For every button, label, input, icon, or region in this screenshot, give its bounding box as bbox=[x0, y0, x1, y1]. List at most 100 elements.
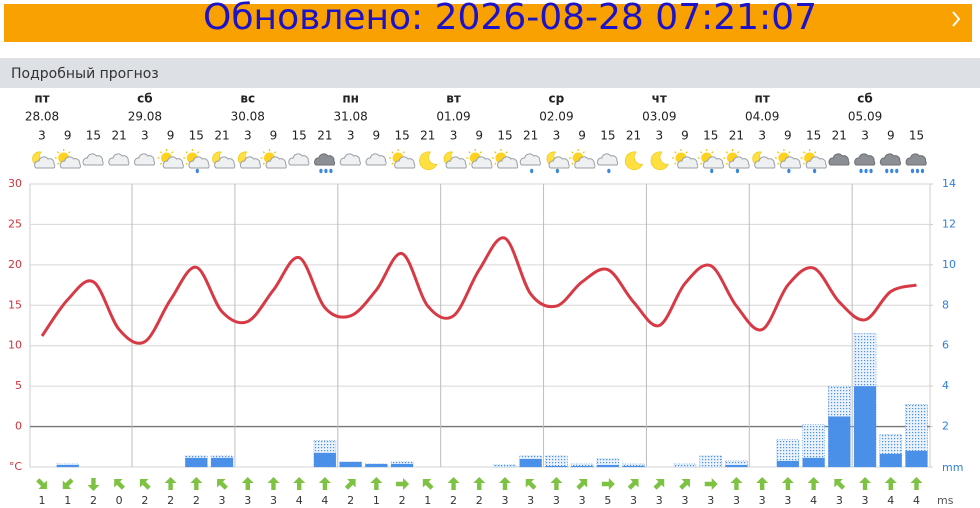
rain-drop bbox=[910, 168, 915, 174]
cloud bbox=[108, 153, 130, 166]
weather-icon bbox=[905, 153, 927, 174]
hour-label: 21 bbox=[214, 129, 229, 143]
sun-ray bbox=[699, 162, 703, 165]
hour-label: 21 bbox=[523, 129, 538, 143]
y2-tick-label: 10 bbox=[942, 258, 956, 271]
weather-icon bbox=[569, 149, 596, 169]
wind-speed: 3 bbox=[553, 494, 560, 507]
day-date: 05.09 bbox=[848, 110, 882, 124]
wind-unit: ms bbox=[937, 494, 954, 507]
weather-icon bbox=[183, 149, 210, 174]
banner-chevron[interactable] bbox=[952, 11, 961, 27]
weather-icon bbox=[597, 153, 619, 174]
day-date: 03.09 bbox=[642, 110, 676, 124]
sun-ray bbox=[68, 151, 71, 154]
sun-ray bbox=[171, 151, 174, 154]
sun-ray bbox=[777, 151, 780, 154]
cloud bbox=[854, 153, 876, 166]
section-header bbox=[0, 58, 980, 88]
weather-icon bbox=[519, 153, 541, 174]
wind-speed: 4 bbox=[810, 494, 817, 507]
hour-label: 3 bbox=[244, 129, 252, 143]
weather-icon bbox=[650, 151, 669, 171]
wind-speed: 1 bbox=[39, 494, 46, 507]
sun-ray bbox=[262, 151, 265, 154]
hour-label: 21 bbox=[420, 129, 435, 143]
y2-tick-label: 12 bbox=[942, 217, 956, 230]
cloud bbox=[471, 156, 493, 169]
cloud bbox=[394, 156, 416, 169]
weather-icon bbox=[546, 151, 570, 174]
wind-arrow bbox=[62, 478, 74, 489]
sun-ray bbox=[159, 162, 163, 165]
rain-drop bbox=[890, 168, 894, 174]
sun-ray bbox=[196, 151, 200, 154]
wind-speed: 2 bbox=[476, 494, 483, 507]
weather-icon bbox=[879, 153, 902, 174]
hour-label: 15 bbox=[394, 129, 409, 143]
rain-drop bbox=[895, 168, 899, 174]
rain-drop bbox=[530, 168, 534, 174]
moon bbox=[650, 151, 669, 171]
wind-arrow bbox=[241, 477, 254, 490]
hour-label: 3 bbox=[655, 129, 663, 143]
sun-ray bbox=[391, 151, 394, 154]
hour-label: 15 bbox=[703, 129, 718, 143]
weather-icon bbox=[389, 149, 416, 169]
wind-speed: 2 bbox=[450, 494, 457, 507]
wind-arrow bbox=[87, 478, 100, 491]
sun-ray bbox=[674, 151, 677, 154]
weather-icon bbox=[212, 151, 236, 169]
wind-speed: 1 bbox=[424, 494, 431, 507]
precip-bar bbox=[56, 464, 79, 467]
weather-icon bbox=[774, 149, 802, 174]
y-tick-label: 15 bbox=[8, 298, 22, 311]
wind-arrow bbox=[190, 477, 203, 490]
cloud bbox=[288, 153, 310, 166]
cloud bbox=[134, 153, 156, 166]
update-banner bbox=[4, 4, 972, 42]
wind-speed: 3 bbox=[707, 494, 714, 507]
hour-label: 21 bbox=[112, 129, 127, 143]
wind-speed: 2 bbox=[399, 494, 406, 507]
wind-arrow bbox=[139, 479, 151, 490]
weather-icon bbox=[108, 153, 130, 166]
day-date: 02.09 bbox=[539, 110, 573, 124]
day-date: 31.08 bbox=[333, 110, 367, 124]
hour-label: 15 bbox=[292, 129, 307, 143]
weather-icon bbox=[800, 149, 827, 174]
weather-icon bbox=[443, 151, 467, 169]
sun-ray bbox=[802, 162, 806, 165]
rain-drop bbox=[710, 168, 714, 174]
hour-label: 21 bbox=[626, 129, 641, 143]
rain-drop bbox=[787, 168, 791, 174]
wind-speed: 3 bbox=[244, 494, 251, 507]
wind-speed: 3 bbox=[219, 494, 226, 507]
precip-max-bar bbox=[545, 455, 568, 468]
hour-label: 15 bbox=[600, 129, 615, 143]
moon bbox=[624, 151, 644, 171]
rain-drop bbox=[319, 168, 323, 174]
sun-ray bbox=[814, 151, 817, 154]
weather-icon bbox=[854, 153, 876, 174]
sun-ray bbox=[582, 151, 585, 154]
cloud bbox=[702, 156, 724, 169]
cloud bbox=[214, 156, 236, 169]
weather-icon bbox=[260, 149, 287, 169]
cloud bbox=[728, 156, 750, 169]
precip-bar bbox=[211, 457, 234, 467]
rain-drop bbox=[885, 168, 889, 174]
y2-tick-label: 6 bbox=[942, 339, 949, 352]
weather-icon bbox=[339, 153, 361, 166]
wind-speed: 0 bbox=[116, 494, 123, 507]
day-name: ср bbox=[549, 92, 565, 106]
precip-bar bbox=[725, 464, 748, 467]
sun-ray bbox=[725, 162, 728, 165]
weather-icon bbox=[672, 149, 699, 169]
wind-arrow bbox=[164, 477, 177, 490]
rain-drop bbox=[735, 168, 740, 174]
wind-speed: 1 bbox=[64, 494, 71, 507]
day-date: 01.09 bbox=[436, 110, 470, 124]
hour-label: 9 bbox=[270, 129, 278, 143]
wind-speed: 3 bbox=[630, 494, 637, 507]
